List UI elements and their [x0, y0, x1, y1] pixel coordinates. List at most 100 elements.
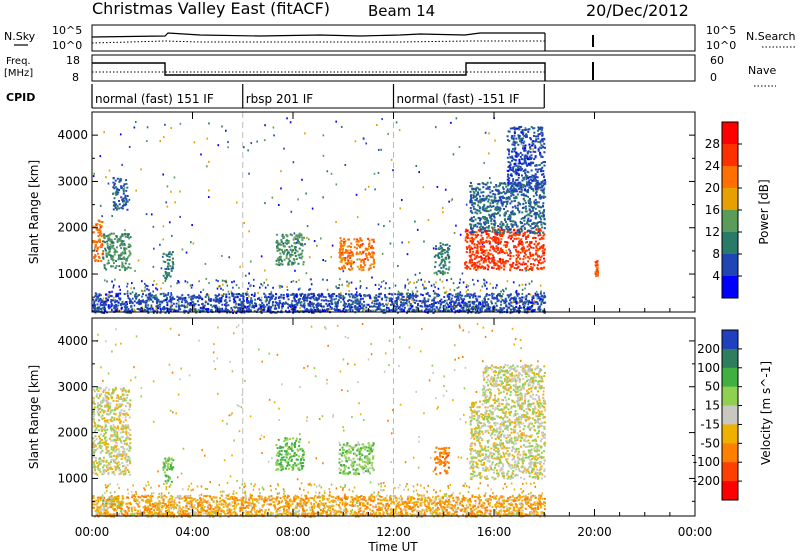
power-pixel	[473, 237, 476, 240]
power-pixel	[477, 265, 480, 268]
power-pixel	[536, 264, 539, 267]
power-pixel	[520, 263, 523, 266]
power-pixel	[509, 188, 512, 191]
power-speckle	[518, 301, 520, 304]
power-pixel	[121, 300, 124, 303]
power-speckle	[451, 294, 454, 297]
power-pixel	[241, 300, 244, 303]
power-pixel	[497, 225, 500, 228]
power-pixel	[538, 146, 541, 149]
power-pixel	[494, 206, 497, 209]
power-pixel	[506, 190, 509, 193]
power-pixel	[120, 253, 123, 256]
power-pixel	[517, 260, 520, 263]
power-pixel	[369, 267, 372, 270]
power-speckle	[271, 196, 274, 199]
power-speckle	[202, 288, 205, 291]
power-pixel	[168, 258, 171, 261]
power-speckle	[499, 309, 501, 312]
power-pixel	[316, 308, 319, 311]
power-pixel	[531, 174, 534, 177]
power-pixel	[532, 134, 535, 137]
power-pixel	[509, 218, 512, 221]
power-pixel	[272, 301, 275, 304]
power-pixel	[444, 251, 447, 254]
power-pixel	[539, 258, 542, 261]
power-pixel	[419, 293, 422, 296]
freq-unit: [MHz]	[4, 68, 33, 79]
power-pixel	[391, 301, 394, 304]
power-speckle	[232, 286, 234, 289]
power-pixel	[166, 265, 169, 268]
power-pixel	[499, 182, 502, 185]
power-pixel	[197, 303, 200, 306]
power-pixel	[116, 240, 119, 243]
power-pixel	[93, 309, 96, 312]
power-pixel	[509, 202, 512, 205]
power-pixel	[469, 231, 472, 234]
power-pixel	[92, 225, 95, 228]
power-pixel	[287, 257, 290, 260]
power-pixel	[492, 306, 495, 309]
power-pixel	[279, 302, 282, 305]
power-speckle	[472, 308, 475, 311]
power-speckle	[141, 280, 143, 283]
power-pixel	[475, 195, 478, 198]
power-pixel	[305, 296, 308, 299]
power-pixel	[528, 128, 531, 131]
power-pixel	[543, 296, 546, 299]
power-pixel	[506, 202, 509, 205]
power-pixel	[514, 155, 517, 158]
power-pixel	[384, 294, 387, 297]
power-pixel	[534, 203, 537, 206]
power-pixel	[113, 238, 116, 241]
power-pixel	[515, 170, 518, 173]
power-pixel	[384, 311, 387, 314]
power-pixel	[536, 180, 539, 183]
power-pixel	[501, 249, 504, 252]
power-speckle	[532, 208, 534, 211]
power-pixel	[476, 307, 479, 310]
power-pixel	[104, 241, 107, 244]
power-pixel	[125, 198, 128, 201]
power-pixel	[469, 245, 472, 248]
power-pixel	[469, 267, 472, 270]
power-speckle	[467, 288, 469, 291]
power-speckle	[425, 287, 427, 290]
power-speckle	[392, 169, 394, 172]
power-pixel	[511, 188, 514, 191]
power-pixel	[539, 308, 542, 311]
power-speckle	[321, 309, 324, 312]
power-speckle	[243, 309, 246, 312]
power-speckle	[421, 283, 424, 286]
power-pixel	[533, 131, 536, 134]
power-pixel	[500, 195, 503, 198]
power-pixel	[467, 294, 470, 297]
power-pixel	[391, 303, 394, 306]
power-pixel	[123, 242, 126, 245]
power-pixel	[347, 251, 350, 254]
power-pixel	[501, 299, 504, 302]
power-pixel	[121, 207, 124, 210]
power-speckle	[437, 309, 440, 312]
power-pixel	[540, 223, 543, 226]
power-speckle	[162, 225, 165, 228]
power-pixel	[424, 300, 427, 303]
power-pixel	[162, 308, 165, 311]
power-speckle	[293, 232, 296, 235]
power-pixel	[304, 299, 307, 302]
power-pixel	[534, 212, 537, 215]
power-pixel	[509, 217, 512, 220]
power-pixel	[517, 229, 520, 232]
power-pixel	[462, 299, 465, 302]
power-pixel	[360, 306, 363, 309]
power-pixel	[227, 304, 230, 307]
power-pixel	[472, 233, 475, 236]
power-pixel	[535, 182, 538, 185]
power-pixel	[482, 267, 485, 270]
power-pixel	[537, 186, 540, 189]
power-pixel	[175, 305, 178, 308]
power-pixel	[136, 307, 139, 310]
power-pixel	[242, 297, 245, 300]
